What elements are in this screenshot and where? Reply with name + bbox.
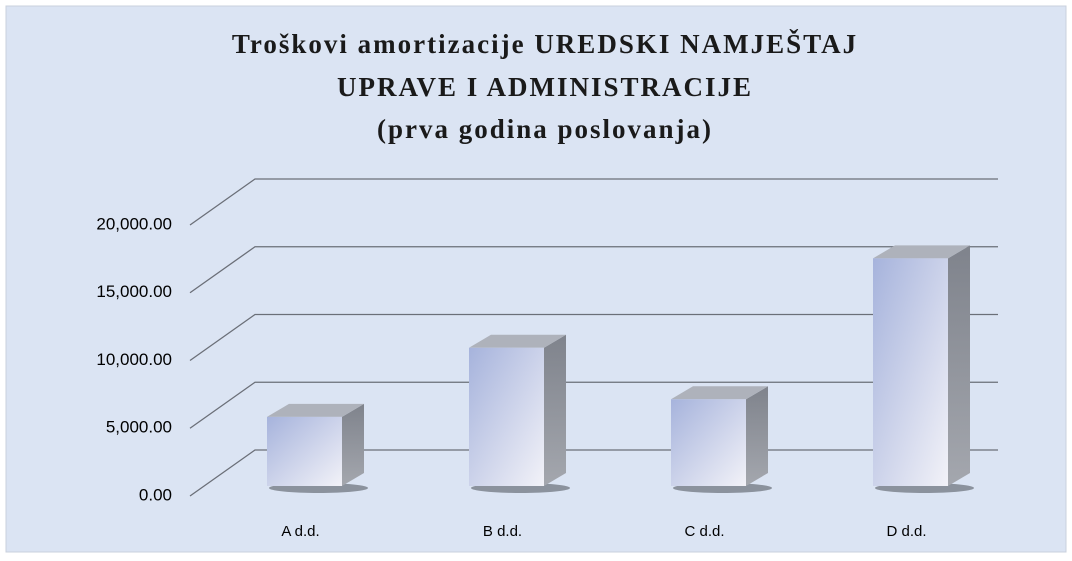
bar-top [469,334,566,348]
y-tick-label: 15,000.00 [96,282,172,301]
x-tick-label: D d.d. [886,523,926,540]
y-tick-label: 5,000.00 [106,418,172,437]
bar-top [873,245,970,259]
bar [267,416,342,486]
grid-line [189,313,998,362]
bar-side [342,403,364,486]
bar-side [544,334,566,486]
bar-side [746,386,768,486]
bar-top [671,386,768,400]
bar [671,399,746,486]
chart-title: Troškovi amortizacije UREDSKI NAMJEŠTAJ [232,29,858,59]
bar [469,347,544,486]
chart-title: UPRAVE I ADMINISTRACIJE [337,72,753,102]
grid-line [189,246,998,294]
x-tick-label: A d.d. [281,523,319,540]
bar-top [267,403,364,417]
y-tick-label: 0.00 [139,485,172,504]
bar [873,258,948,486]
grid-line [189,178,998,226]
x-tick-label: B d.d. [483,523,522,540]
y-tick-label: 20,000.00 [96,214,172,233]
bar-side [948,245,970,486]
chart-title: (prva godina poslovanja) [377,114,713,144]
x-tick-label: C d.d. [684,523,724,540]
y-tick-label: 10,000.00 [96,350,172,369]
grid-line [189,381,998,429]
